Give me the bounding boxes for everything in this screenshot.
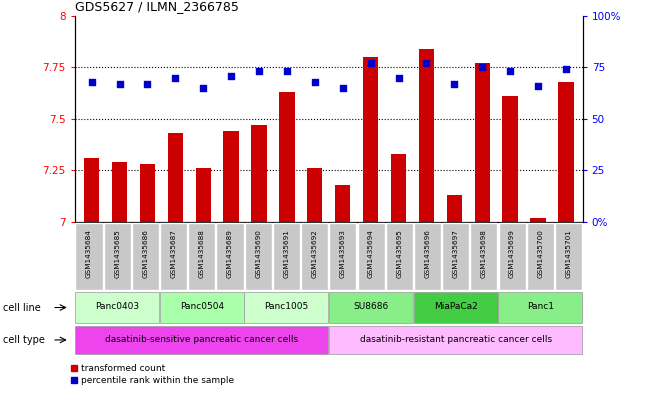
Text: GSM1435696: GSM1435696	[424, 229, 430, 278]
Bar	[160, 223, 187, 290]
Bar	[84, 158, 99, 222]
Bar	[413, 292, 498, 323]
Point	[365, 60, 376, 66]
Point	[449, 81, 460, 87]
Bar	[442, 223, 469, 290]
Point	[393, 75, 404, 81]
Bar	[168, 133, 183, 222]
Bar	[558, 82, 574, 222]
Text: SU8686: SU8686	[353, 302, 389, 311]
Bar	[531, 218, 546, 222]
Bar	[140, 164, 155, 222]
Point	[115, 81, 125, 87]
Text: GSM1435695: GSM1435695	[396, 229, 402, 278]
Point	[533, 83, 543, 89]
Bar	[251, 125, 267, 222]
Bar	[301, 223, 328, 290]
Text: GSM1435700: GSM1435700	[537, 229, 544, 278]
Bar	[363, 57, 378, 222]
Text: GSM1435694: GSM1435694	[368, 229, 374, 278]
Legend: transformed count, percentile rank within the sample: transformed count, percentile rank withi…	[66, 360, 238, 389]
Bar	[475, 63, 490, 222]
Bar	[414, 223, 441, 290]
Bar	[112, 162, 127, 222]
Bar	[329, 292, 413, 323]
Text: GSM1435687: GSM1435687	[171, 229, 176, 278]
Text: cell line: cell line	[3, 303, 41, 312]
Bar	[498, 292, 583, 323]
Text: dasatinib-resistant pancreatic cancer cells: dasatinib-resistant pancreatic cancer ce…	[359, 335, 552, 344]
Text: MiaPaCa2: MiaPaCa2	[434, 302, 478, 311]
Bar	[391, 154, 406, 222]
Point	[226, 72, 236, 79]
Bar	[527, 223, 554, 290]
Bar	[279, 92, 294, 222]
Bar	[329, 326, 583, 354]
Bar	[104, 223, 131, 290]
Text: Panc0403: Panc0403	[95, 302, 139, 311]
Point	[87, 79, 97, 85]
Bar	[245, 223, 271, 290]
Text: GSM1435689: GSM1435689	[227, 229, 233, 278]
Bar	[244, 292, 329, 323]
Text: GSM1435690: GSM1435690	[255, 229, 261, 278]
Text: dasatinib-sensitive pancreatic cancer cells: dasatinib-sensitive pancreatic cancer ce…	[105, 335, 298, 344]
Text: cell type: cell type	[3, 335, 45, 345]
Bar	[159, 292, 244, 323]
Bar	[335, 185, 350, 222]
Bar	[447, 195, 462, 222]
Text: GSM1435692: GSM1435692	[312, 229, 318, 278]
Text: Panc0504: Panc0504	[180, 302, 224, 311]
Text: GSM1435688: GSM1435688	[199, 229, 205, 278]
Bar	[357, 223, 385, 290]
Bar	[132, 223, 159, 290]
Point	[142, 81, 152, 87]
Text: GSM1435686: GSM1435686	[143, 229, 148, 278]
Point	[337, 85, 348, 91]
Bar	[217, 223, 243, 290]
Point	[421, 60, 432, 66]
Text: GSM1435697: GSM1435697	[452, 229, 459, 278]
Bar	[471, 223, 497, 290]
Bar	[307, 169, 322, 222]
Text: GSM1435693: GSM1435693	[340, 229, 346, 278]
Point	[561, 66, 571, 72]
Text: GSM1435684: GSM1435684	[86, 229, 92, 278]
Bar	[555, 223, 582, 290]
Point	[198, 85, 208, 91]
Bar	[503, 96, 518, 222]
Point	[477, 64, 488, 70]
Bar	[273, 223, 300, 290]
Bar	[499, 223, 525, 290]
Bar	[188, 223, 215, 290]
Bar	[223, 131, 239, 222]
Point	[170, 75, 180, 81]
Bar	[386, 223, 413, 290]
Point	[310, 79, 320, 85]
Bar	[419, 49, 434, 222]
Text: GSM1435685: GSM1435685	[114, 229, 120, 278]
Text: GSM1435701: GSM1435701	[566, 229, 572, 278]
Bar	[195, 169, 211, 222]
Text: GSM1435698: GSM1435698	[481, 229, 487, 278]
Text: GSM1435699: GSM1435699	[509, 229, 515, 278]
Bar	[75, 292, 159, 323]
Bar	[76, 223, 102, 290]
Text: Panc1005: Panc1005	[264, 302, 309, 311]
Bar	[75, 326, 329, 354]
Point	[254, 68, 264, 75]
Point	[505, 68, 516, 75]
Text: GSM1435691: GSM1435691	[283, 229, 290, 278]
Text: Panc1: Panc1	[527, 302, 554, 311]
Point	[282, 68, 292, 75]
Text: GDS5627 / ILMN_2366785: GDS5627 / ILMN_2366785	[75, 0, 239, 13]
Bar	[329, 223, 356, 290]
